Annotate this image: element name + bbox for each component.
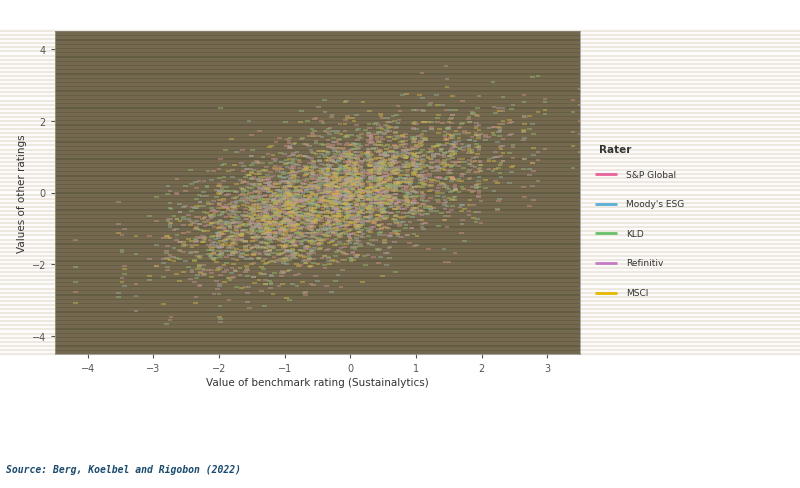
Text: S&P Global: S&P Global bbox=[626, 170, 676, 179]
Text: MSCI: MSCI bbox=[626, 288, 648, 298]
Text: Source: Berg, Koelbel and Rigobon (2022): Source: Berg, Koelbel and Rigobon (2022) bbox=[6, 464, 242, 474]
Y-axis label: Values of other ratings: Values of other ratings bbox=[18, 134, 27, 252]
Text: Rater: Rater bbox=[599, 144, 631, 155]
Text: This graph illustrates the ESG rating divergence. The horizontal axis indicates : This graph illustrates the ESG rating di… bbox=[6, 399, 554, 420]
Text: Refinitiv: Refinitiv bbox=[626, 259, 663, 268]
Text: Moody's ESG: Moody's ESG bbox=[626, 200, 684, 209]
X-axis label: Value of benchmark rating (Sustainalytics): Value of benchmark rating (Sustainalytic… bbox=[206, 377, 429, 387]
Text: KLD: KLD bbox=[626, 229, 644, 239]
